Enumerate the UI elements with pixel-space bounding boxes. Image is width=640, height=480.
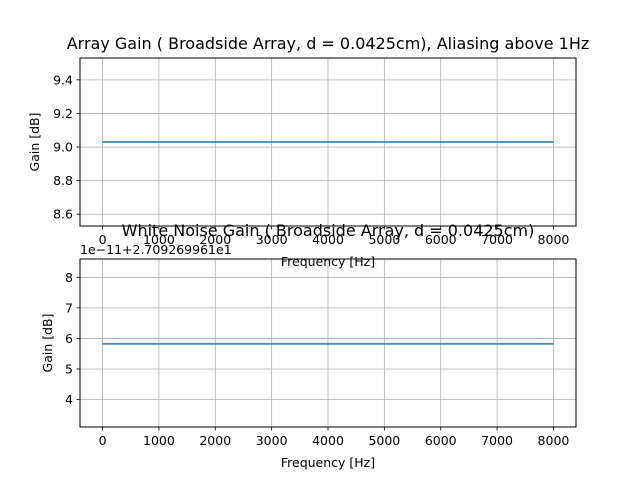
white-noise-gain-y-axis-label: Gain [dB]: [40, 314, 55, 373]
array-gain-ticks: 0 1000 2000 3000 4000 5000 6000 7000 8000 8.6 8.8 9…: [53, 72, 569, 247]
white-noise-gain-offset-text: 1e−11+2.709269961e1: [80, 242, 232, 257]
white-noise-gain-x-tick-label: 1000: [143, 433, 175, 448]
array-gain-chart: 0 1000 2000 3000 4000 5000 6000 7000 8000 8.6 8.8 9…: [27, 34, 589, 269]
white-noise-gain-ticks: 0 1000 2000 3000 4000 5000 6000 7000 8000 4 5 6 7 8: [65, 270, 569, 448]
array-gain-y-tick-label: 8.8: [53, 173, 73, 188]
white-noise-gain-y-tick-label: 8: [65, 270, 73, 285]
white-noise-gain-gridlines: [80, 259, 576, 427]
array-gain-x-tick-label: 7000: [481, 232, 513, 247]
white-noise-gain-y-tick-label: 7: [65, 300, 73, 315]
white-noise-gain-x-tick-label: 2000: [199, 433, 231, 448]
array-gain-x-tick-label: 4000: [312, 232, 344, 247]
array-gain-y-axis-label: Gain [dB]: [27, 113, 42, 172]
white-noise-gain-x-tick-label: 6000: [425, 433, 457, 448]
white-noise-gain-x-tick-label: 4000: [312, 433, 344, 448]
white-noise-gain-x-tick-label: 0: [99, 433, 107, 448]
array-gain-y-tick-label: 8.6: [53, 207, 73, 222]
array-gain-y-tick-label: 9.0: [53, 140, 73, 155]
white-noise-gain-y-tick-label: 5: [65, 361, 73, 376]
array-gain-title: Array Gain ( Broadside Array, d = 0.0425…: [67, 34, 590, 53]
array-gain-x-tick-label: 6000: [425, 232, 457, 247]
array-gain-x-tick-label: 8000: [538, 232, 570, 247]
array-gain-x-tick-label: 2000: [199, 232, 231, 247]
array-gain-y-tick-label: 9.2: [53, 106, 73, 121]
array-gain-y-tick-label: 9.4: [53, 72, 73, 87]
array-gain-x-tick-label: 0: [99, 232, 107, 247]
array-gain-x-tick-label: 3000: [256, 232, 288, 247]
white-noise-gain-y-tick-label: 4: [65, 392, 73, 407]
white-noise-gain-x-tick-label: 8000: [538, 433, 570, 448]
white-noise-gain-y-tick-label: 6: [65, 331, 73, 346]
array-gain-x-tick-label: 1000: [143, 232, 175, 247]
white-noise-gain-x-tick-label: 5000: [368, 433, 400, 448]
white-noise-gain-x-tick-label: 3000: [256, 433, 288, 448]
white-noise-gain-title: White Noise Gain ( Broadside Array, d = …: [122, 221, 535, 240]
white-noise-gain-x-tick-label: 7000: [481, 433, 513, 448]
white-noise-gain-x-axis-label: Frequency [Hz]: [281, 455, 375, 470]
array-gain-gridlines: [80, 58, 576, 226]
white-noise-gain-chart: 0 1000 2000 3000 4000 5000 6000 7000 8000 4 5 6 7 8 W…: [40, 221, 577, 470]
array-gain-x-tick-label: 5000: [368, 232, 400, 247]
